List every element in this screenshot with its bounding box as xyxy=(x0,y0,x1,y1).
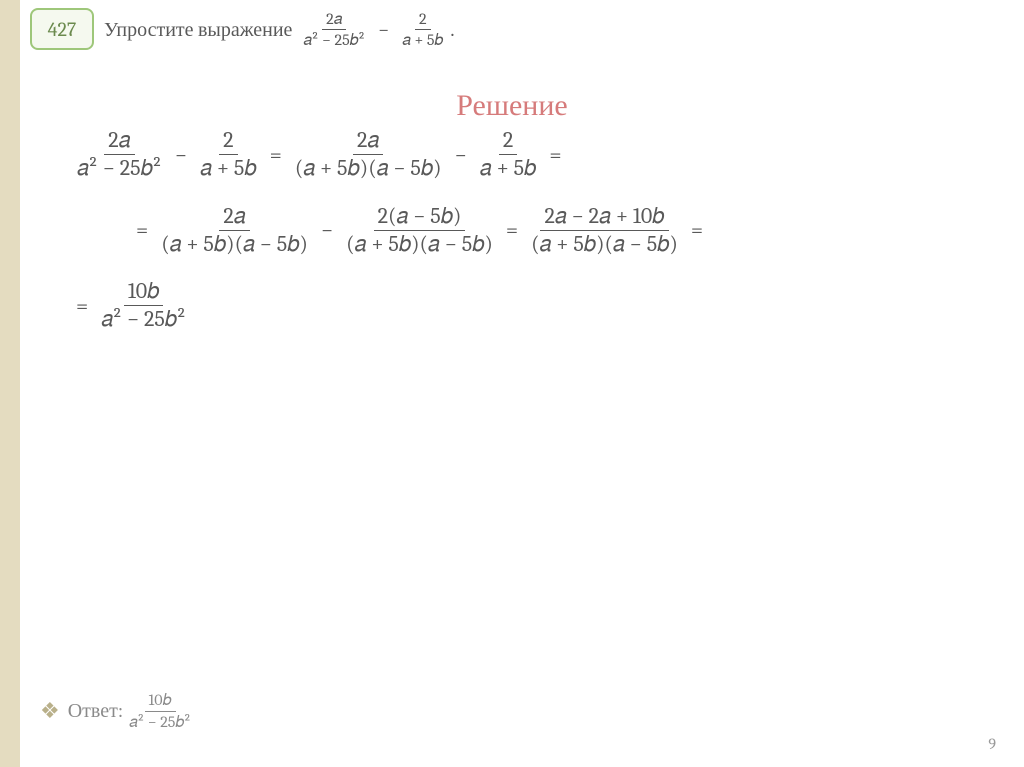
problem-frac-1: 2𝑎 𝑎² − 25𝑏² xyxy=(299,10,369,50)
answer-fraction: 10𝑏 𝑎² − 25𝑏² xyxy=(125,691,195,731)
problem-f1-den: 𝑎² − 25𝑏² xyxy=(299,30,369,49)
l1-t4-num: 2 xyxy=(499,128,517,155)
l1-t1-num: 2𝑎 xyxy=(104,128,134,155)
l2-eq-3: = xyxy=(691,217,703,243)
l2-t2-den: (𝑎 + 5𝑏)(𝑎 − 5𝑏) xyxy=(342,231,497,257)
l1-frac-2: 2 𝑎 + 5𝑏 xyxy=(196,128,261,182)
answer-den: 𝑎² − 25𝑏² xyxy=(125,712,195,731)
l2-frac-3: 2𝑎 − 2𝑎 + 10𝑏 (𝑎 + 5𝑏)(𝑎 − 5𝑏) xyxy=(527,204,682,258)
problem-number: 427 xyxy=(48,18,77,41)
l1-t2-den: 𝑎 + 5𝑏 xyxy=(196,155,261,181)
solution-line-3: = 10𝑏 𝑎² − 25𝑏² xyxy=(70,279,990,333)
l1-eq-2: = xyxy=(549,142,561,168)
solution-line-2: = 2𝑎 (𝑎 + 5𝑏)(𝑎 − 5𝑏) − 2(𝑎 − 5𝑏) (𝑎 + 5… xyxy=(70,204,990,258)
l3-eq-1: = xyxy=(76,293,88,319)
solution-line-1: 2𝑎 𝑎² − 25𝑏² − 2 𝑎 + 5𝑏 = 2𝑎 (𝑎 + 5𝑏)(𝑎 … xyxy=(70,128,990,182)
l3-t1-den: 𝑎² − 25𝑏² xyxy=(97,306,190,332)
l2-t1-den: (𝑎 + 5𝑏)(𝑎 − 5𝑏) xyxy=(157,231,312,257)
l2-frac-2: 2(𝑎 − 5𝑏) (𝑎 + 5𝑏)(𝑎 − 5𝑏) xyxy=(342,204,497,258)
l1-frac-4: 2 𝑎 + 5𝑏 xyxy=(476,128,541,182)
answer-row: ❖ Ответ: 10𝑏 𝑎² − 25𝑏² xyxy=(40,691,198,731)
l1-t3-num: 2𝑎 xyxy=(353,128,383,155)
l2-eq-1: = xyxy=(136,217,148,243)
l2-minus-1: − xyxy=(321,217,333,243)
solution-body: 2𝑎 𝑎² − 25𝑏² − 2 𝑎 + 5𝑏 = 2𝑎 (𝑎 + 5𝑏)(𝑎 … xyxy=(70,128,990,355)
slide-number: 9 xyxy=(988,735,996,753)
l2-eq-2: = xyxy=(506,217,518,243)
problem-lead: Упростите выражение xyxy=(104,18,292,42)
problem-number-badge: 427 xyxy=(30,8,94,50)
solution-title: Решение xyxy=(0,88,1024,123)
problem-expression: 2𝑎 𝑎² − 25𝑏² − 2 𝑎 + 5𝑏 . xyxy=(296,10,454,50)
problem-statement: Упростите выражение 2𝑎 𝑎² − 25𝑏² − 2 𝑎 +… xyxy=(104,10,455,50)
problem-f2-den: 𝑎 + 5𝑏 xyxy=(398,30,447,49)
l3-frac-1: 10𝑏 𝑎² − 25𝑏² xyxy=(97,279,190,333)
l2-t3-num: 2𝑎 − 2𝑎 + 10𝑏 xyxy=(540,204,668,231)
l1-t2-num: 2 xyxy=(219,128,237,155)
answer-num: 10𝑏 xyxy=(145,691,176,711)
l1-t1-den: 𝑎² − 25𝑏² xyxy=(73,155,166,181)
l3-t1-num: 10𝑏 xyxy=(124,279,164,306)
answer-label: Ответ: xyxy=(68,699,123,723)
l2-t3-den: (𝑎 + 5𝑏)(𝑎 − 5𝑏) xyxy=(527,231,682,257)
problem-tail: . xyxy=(450,18,454,41)
l1-frac-1: 2𝑎 𝑎² − 25𝑏² xyxy=(73,128,166,182)
l1-eq-1: = xyxy=(270,142,282,168)
bullet-icon: ❖ xyxy=(40,700,60,722)
l1-t4-den: 𝑎 + 5𝑏 xyxy=(476,155,541,181)
l2-t2-num: 2(𝑎 − 5𝑏) xyxy=(374,204,466,231)
l1-minus-1: − xyxy=(175,142,187,168)
minus-sign: − xyxy=(378,18,389,41)
l1-frac-3: 2𝑎 (𝑎 + 5𝑏)(𝑎 − 5𝑏) xyxy=(291,128,446,182)
l2-frac-1: 2𝑎 (𝑎 + 5𝑏)(𝑎 − 5𝑏) xyxy=(157,204,312,258)
l2-t1-num: 2𝑎 xyxy=(219,204,249,231)
problem-frac-2: 2 𝑎 + 5𝑏 xyxy=(398,10,447,50)
problem-f1-num: 2𝑎 xyxy=(322,10,346,30)
l1-minus-2: − xyxy=(455,142,467,168)
problem-f2-num: 2 xyxy=(415,10,431,30)
l1-t3-den: (𝑎 + 5𝑏)(𝑎 − 5𝑏) xyxy=(291,155,446,181)
